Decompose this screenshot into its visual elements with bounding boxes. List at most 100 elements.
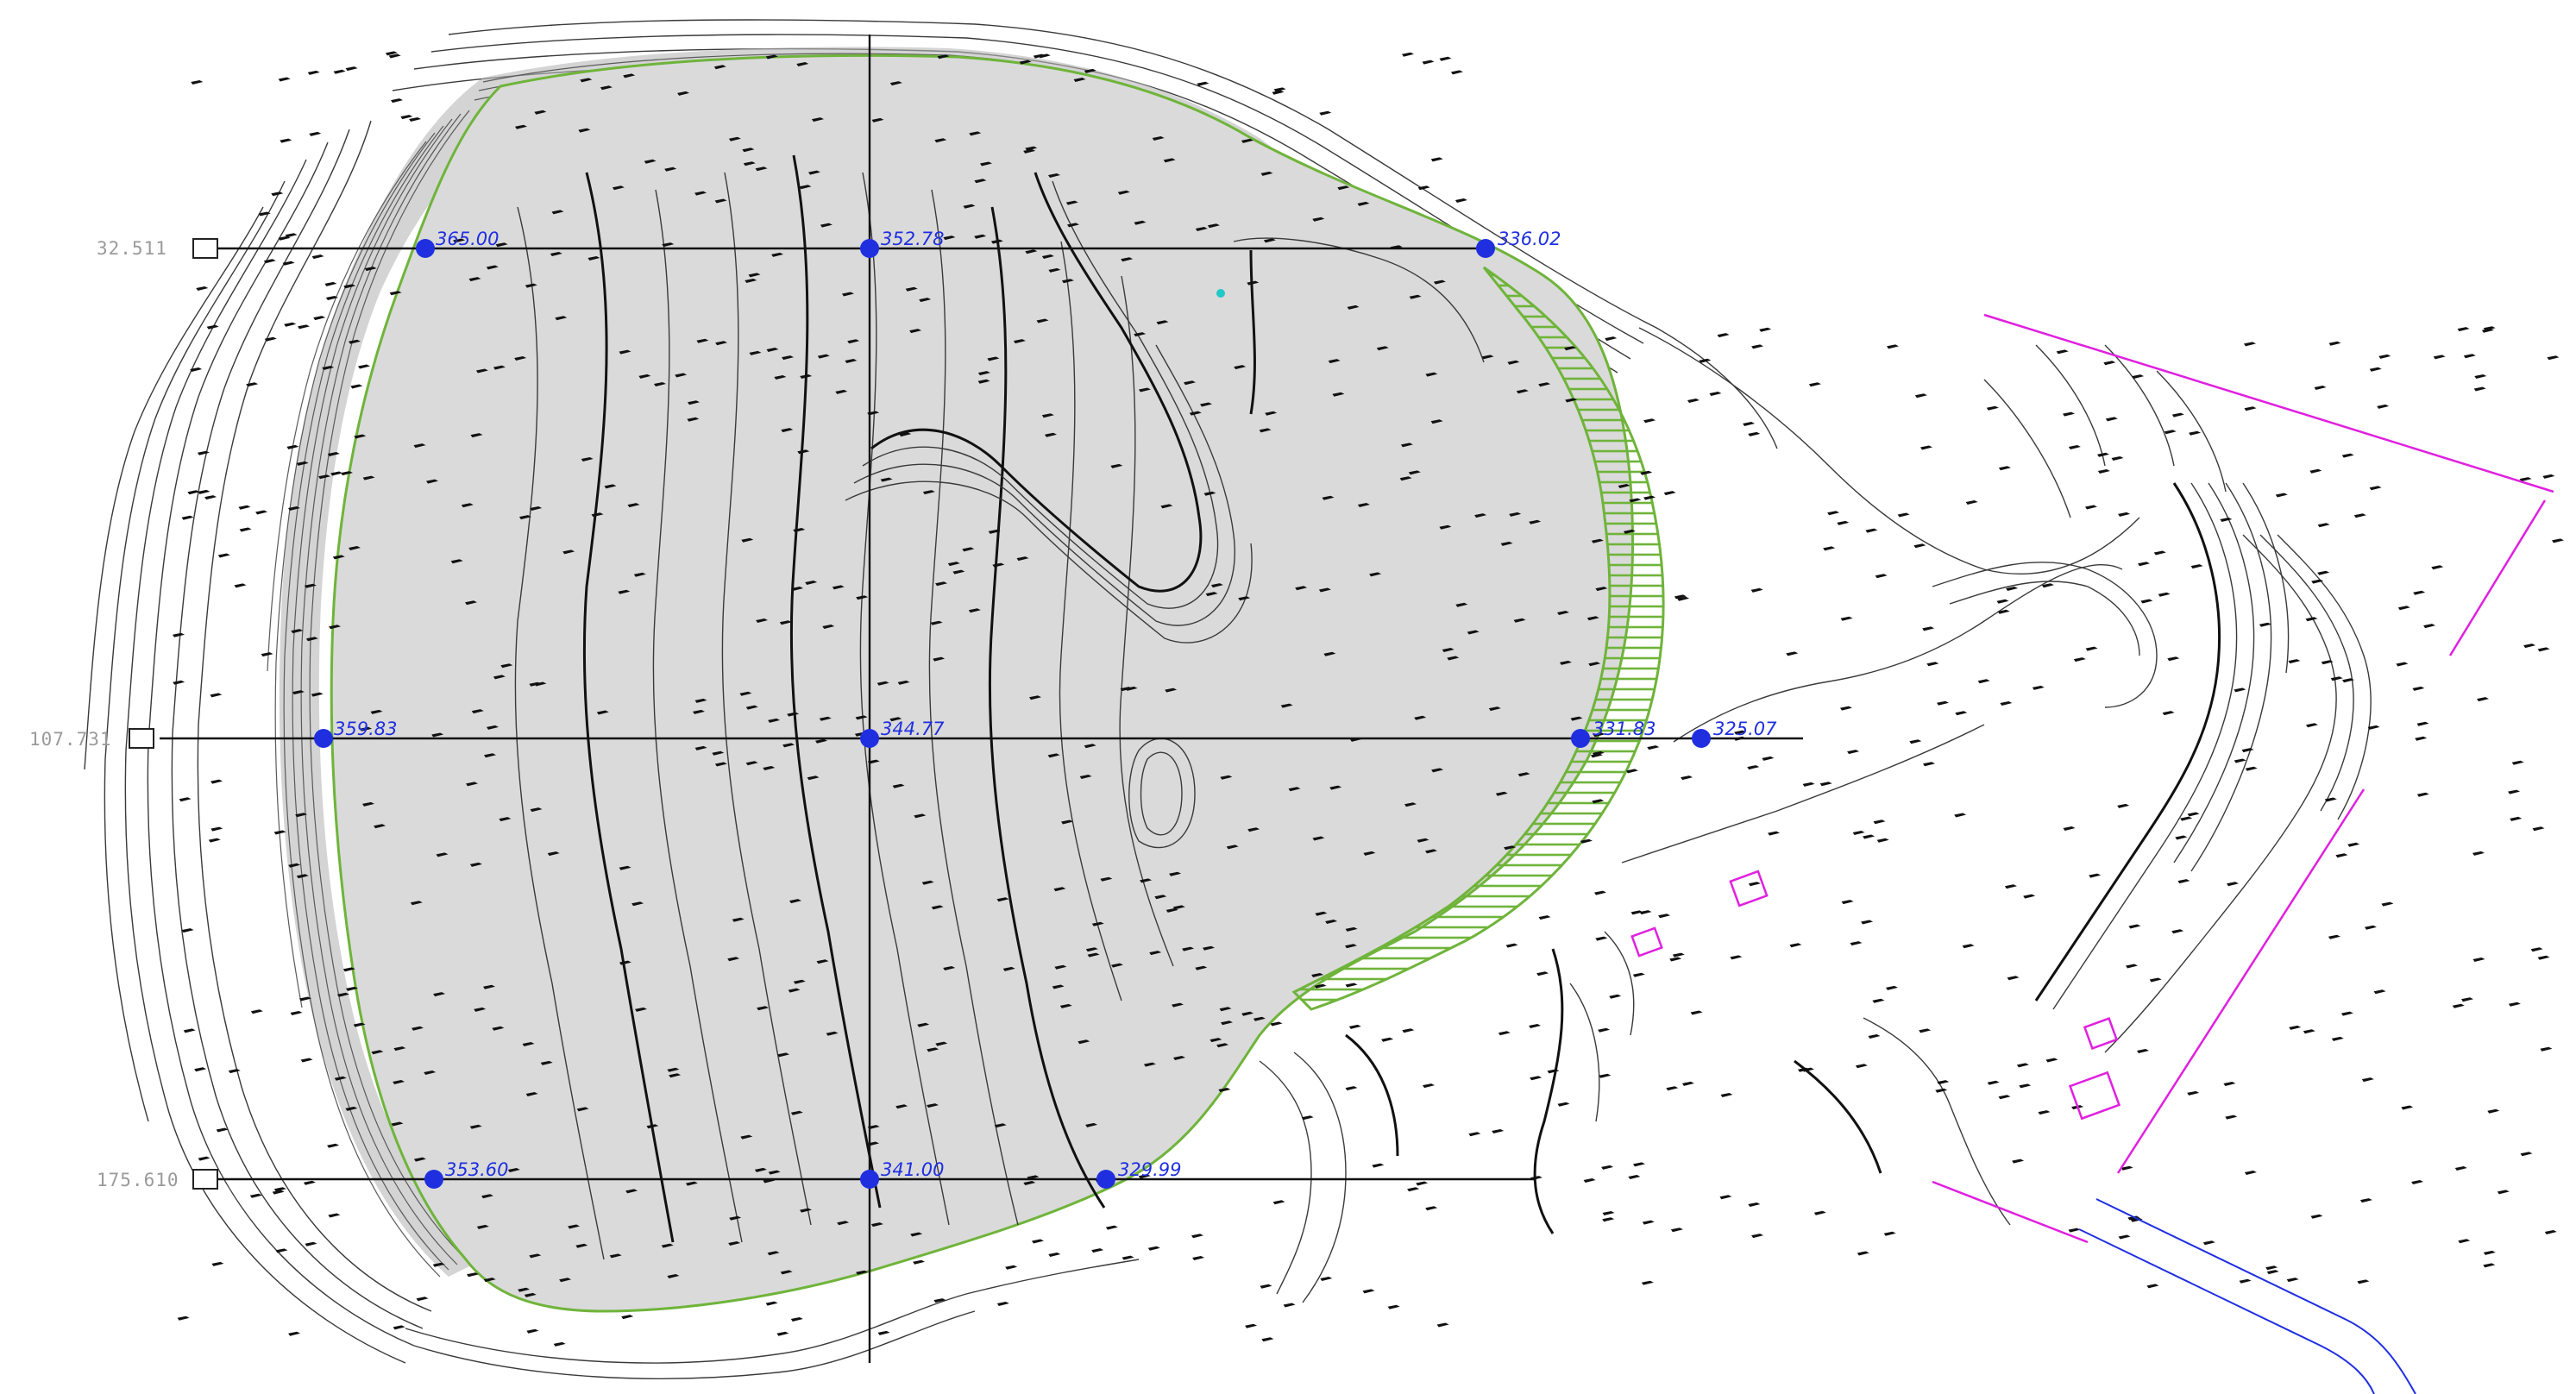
spot-height-icon (190, 367, 203, 372)
section-tag-row2[interactable]: 107.731 (29, 728, 154, 750)
spot-height-icon (2128, 924, 2141, 929)
spot-height-icon (290, 1011, 303, 1015)
spot-height-icon (349, 339, 361, 344)
spot-height-icon (300, 1058, 313, 1063)
spot-height-icon (755, 166, 768, 172)
spot-height-icon (2540, 1046, 2553, 1052)
spot-height-icon (1121, 257, 1134, 262)
spot-height-icon (2288, 659, 2301, 664)
spot-height-icon (1602, 1211, 1615, 1215)
survey-point[interactable]: 329.99 (1096, 1159, 1181, 1189)
spot-height-icon (1261, 1337, 1274, 1342)
spot-height-icon (2019, 1083, 2032, 1089)
spot-height-icon (1538, 915, 1551, 920)
spot-height-icon (612, 185, 625, 191)
spot-height-icon (2497, 1190, 2510, 1195)
spot-height-icon (837, 1221, 850, 1226)
spot-height-icon (2341, 453, 2354, 458)
spot-height-icon (2190, 564, 2203, 569)
spot-height-icon (2416, 792, 2429, 797)
spot-height-icon (694, 698, 707, 703)
spot-height-icon (1504, 845, 1517, 851)
spot-height-icon (2365, 925, 2377, 930)
survey-point[interactable]: 353.60 (424, 1159, 508, 1189)
spot-height-icon (1954, 813, 1967, 818)
spot-height-icon (1559, 660, 1572, 665)
spot-height-icon (815, 738, 827, 744)
spot-height-icon (1865, 528, 1878, 533)
survey-point[interactable]: 331.83 (1571, 719, 1656, 748)
spot-height-icon (1025, 249, 1038, 254)
spot-height-icon (1203, 491, 1216, 496)
spot-height-icon (745, 705, 758, 710)
spot-height-icon (1750, 587, 1763, 593)
spot-height-icon (685, 1181, 698, 1186)
survey-point[interactable]: 325.07 (1692, 719, 1777, 748)
spot-height-icon (623, 73, 636, 78)
spot-height-icon (581, 457, 594, 462)
spot-height-icon (1245, 1323, 1258, 1328)
spot-height-icon (1197, 81, 1209, 86)
spot-height-icon (1747, 765, 1760, 770)
spot-height-icon (1425, 849, 1437, 854)
spot-height-icon (358, 364, 370, 369)
survey-point[interactable]: 365.00 (416, 229, 499, 258)
spot-height-icon (216, 1127, 229, 1133)
spot-height-icon (1507, 360, 1520, 365)
survey-point-icon (860, 1170, 879, 1189)
spot-height-icon (580, 78, 593, 83)
spot-height-icon (1033, 53, 1046, 59)
spot-height-icon (1295, 586, 1308, 591)
survey-point[interactable]: 352.78 (860, 229, 944, 258)
spot-height-icon (1923, 762, 1935, 767)
section-tag-icon (129, 728, 154, 749)
spot-height-icon (797, 449, 810, 455)
spot-height-icon (1442, 648, 1454, 652)
spot-height-icon (204, 495, 217, 500)
spot-height-icon (413, 443, 426, 449)
spot-height-icon (1091, 921, 1104, 926)
spot-height-icon (530, 807, 543, 813)
spot-height-icon (876, 681, 889, 686)
spot-height-icon (1184, 380, 1196, 386)
spot-height-icon (739, 691, 752, 696)
spot-height-icon (2063, 411, 2075, 417)
spot-height-icon (1311, 973, 1324, 977)
survey-point[interactable]: 344.77 (860, 719, 945, 748)
spot-height-icon (2321, 660, 2334, 665)
spot-height-icon (1919, 1028, 1932, 1033)
spot-height-icon (360, 726, 372, 732)
spot-height-icon (728, 136, 741, 141)
spot-height-icon (1005, 1265, 1018, 1270)
spot-height-icon (675, 373, 688, 378)
survey-point[interactable]: 341.00 (860, 1159, 944, 1189)
spot-height-icon (1084, 68, 1096, 73)
spot-height-icon (817, 354, 830, 359)
section-tag-row1[interactable]: 32.511 (97, 238, 218, 259)
section-label: 32.511 (97, 238, 167, 259)
spot-height-icon (371, 1050, 384, 1055)
spot-height-icon (1591, 538, 1604, 543)
spot-height-icon (768, 1170, 781, 1175)
spot-height-icon (1172, 905, 1185, 910)
spot-height-icon (305, 1241, 317, 1246)
spot-height-icon (1325, 920, 1338, 924)
spot-height-icon (2007, 976, 2020, 981)
spot-height-icon (1045, 432, 1057, 437)
spot-height-icon (1241, 1011, 1254, 1016)
section-tag-row3[interactable]: 175.610 (97, 1169, 218, 1190)
survey-point[interactable]: 336.02 (1476, 229, 1561, 258)
spot-height-icon (1312, 836, 1325, 841)
spot-height-icon (1139, 387, 1151, 392)
spot-height-icon (476, 1224, 489, 1229)
spot-height-icon (2171, 412, 2184, 418)
spot-height-icon (2118, 1234, 2131, 1240)
spot-height-icon (1450, 70, 1463, 75)
spot-height-icon (181, 928, 194, 933)
spot-height-icon (2458, 1239, 2471, 1244)
spot-height-icon (1495, 791, 1508, 796)
spot-height-icon (935, 1041, 948, 1046)
spot-height-icon (1474, 513, 1487, 518)
survey-point[interactable]: 359.83 (314, 719, 397, 748)
